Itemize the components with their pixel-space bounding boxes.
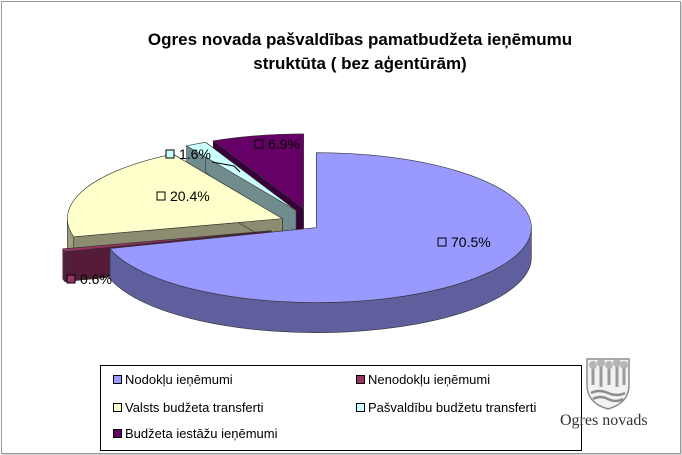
legend: Nodokļu ieņēmumi Nenodokļu ieņēmumi Vals… (100, 365, 582, 451)
pie-slice-iestazu (212, 133, 304, 210)
data-label-nodoklu: 70.5% (437, 234, 491, 250)
legend-swatch-nenodoklu (356, 375, 365, 384)
data-label-pasvaldibu: 1.6% (165, 146, 211, 162)
legend-swatch-valsts (113, 403, 122, 412)
data-label-text-iestazu: 6.9% (268, 136, 300, 152)
legend-item-nodoklu: Nodokļu ieņēmumi (113, 372, 233, 387)
data-label-text-nenodoklu: 0.6% (80, 271, 112, 287)
data-label-text-nodoklu: 70.5% (451, 234, 491, 250)
pie-slice-nenodoklu (62, 230, 272, 252)
chart-title: Ogres novada pašvaldības pamatbudžeta ie… (60, 28, 660, 76)
data-label-swatch-pasvaldibu (165, 149, 175, 159)
legend-swatch-pasvaldibu (356, 403, 365, 412)
data-label-text-pasvaldibu: 1.6% (179, 146, 211, 162)
data-label-valsts: 20.4% (156, 188, 210, 204)
ogre-coat-of-arms-logo (586, 358, 630, 410)
legend-label-valsts: Valsts budžeta transferti (125, 400, 264, 415)
pie-rim-nenodoklu (62, 247, 66, 283)
pie-slice-valsts (67, 153, 284, 238)
chart-title-line-1: Ogres novada pašvaldības pamatbudžeta ie… (147, 30, 573, 49)
legend-swatch-nodoklu (113, 375, 122, 384)
legend-label-nenodoklu: Nenodokļu ieņēmumi (368, 372, 491, 387)
legend-label-nodoklu: Nodokļu ieņēmumi (125, 372, 233, 387)
data-label-swatch-iestazu (254, 139, 264, 149)
data-label-swatch-nodoklu (437, 237, 447, 247)
legend-item-iestazu: Budžeta iestāžu ieņēmumi (113, 426, 277, 441)
legend-label-iestazu: Budžeta iestāžu ieņēmumi (125, 426, 278, 441)
data-label-swatch-valsts (156, 191, 166, 201)
data-label-nenodoklu: 0.6% (66, 271, 112, 287)
pie-slice-pasvaldibu (185, 142, 297, 211)
data-label-text-valsts: 20.4% (170, 188, 210, 204)
data-label-swatch-nenodoklu (66, 274, 76, 284)
leader-line-pasvaldibu (211, 161, 241, 173)
data-label-iestazu: 6.9% (254, 136, 300, 152)
legend-swatch-iestazu (113, 429, 122, 438)
pie-slice-nodoklu (109, 152, 532, 303)
chart-title-line-2: struktūta ( bez aģentūrām) (253, 54, 467, 73)
legend-label-pasvaldibu: Pašvaldību budžetu transferti (368, 400, 537, 415)
ogres-novads-wordmark: Ogres novads (560, 412, 648, 429)
legend-item-pasvaldibu: Pašvaldību budžetu transferti (356, 400, 536, 415)
legend-item-valsts: Valsts budžeta transferti (113, 400, 264, 415)
legend-item-nenodoklu: Nenodokļu ieņēmumi (356, 372, 490, 387)
